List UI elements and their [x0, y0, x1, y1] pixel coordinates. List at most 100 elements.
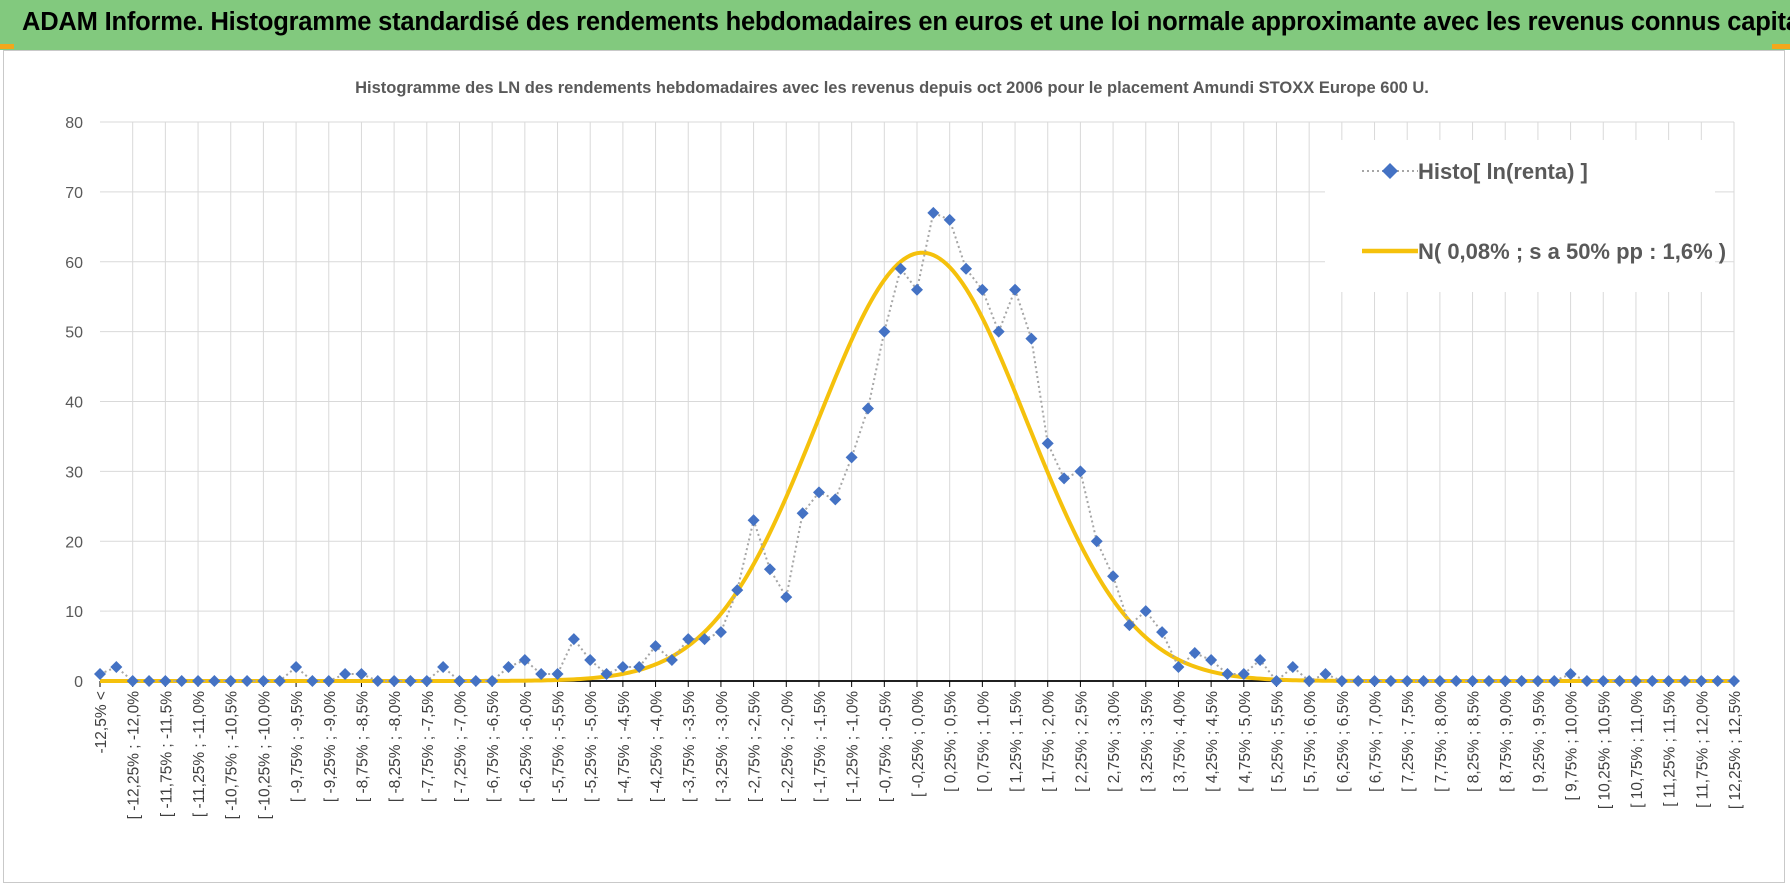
y-tick-label: 60 [65, 255, 83, 272]
histogram-point [224, 675, 237, 687]
x-tick-label: [ 0,75% ; 1,0% [975, 691, 992, 792]
histogram-point [960, 262, 973, 275]
histogram-point [600, 668, 613, 681]
x-tick-label: [ -3,75% ; -3,5% [681, 691, 698, 802]
x-tick-label: [ 2,75% ; 3,0% [1106, 691, 1123, 792]
histogram-point [1711, 675, 1724, 687]
histogram-point [1368, 675, 1381, 687]
histogram-point [1058, 472, 1071, 485]
banner-accent-right [1772, 44, 1790, 49]
x-tick-label: [ -5,75% ; -5,5% [551, 691, 568, 802]
x-tick-label: [ -9,75% ; -9,5% [289, 691, 306, 802]
histogram-point [731, 584, 744, 597]
histogram-point [1319, 668, 1332, 681]
histogram-point [911, 283, 923, 296]
x-tick-label: [ 4,25% ; 4,5% [1204, 691, 1221, 792]
x-tick-label: [ -8,25% ; -8,0% [387, 691, 404, 802]
x-tick-label: [ 10,25% ; 10,5% [1596, 691, 1613, 809]
histogram-point [584, 654, 597, 667]
histogram-point [1352, 675, 1365, 687]
histogram-point [453, 675, 466, 687]
x-tick-label: [ 8,75% ; 9,0% [1498, 691, 1515, 792]
x-tick-label: [ 6,75% ; 7,0% [1368, 691, 1385, 792]
x-tick-label: [ -9,25% ; -9,0% [322, 691, 339, 802]
histogram-point [1401, 675, 1414, 687]
histogram-point [1580, 675, 1593, 687]
x-tick-label: [ -7,25% ; -7,0% [452, 691, 469, 802]
histogram-point [94, 668, 106, 681]
y-tick-label: 70 [65, 185, 83, 202]
histogram-point [241, 675, 254, 687]
x-tick-label: [ 3,25% ; 3,5% [1139, 691, 1156, 792]
x-tick-label: [ -10,75% ; -10,5% [224, 691, 241, 820]
legend-normal-label: N( 0,08% ; s a 50% pp : 1,6% ) [1418, 239, 1726, 264]
x-tick-label: [ -3,25% ; -3,0% [714, 691, 731, 802]
histogram-point [1564, 668, 1577, 681]
histogram-point [616, 661, 629, 674]
x-tick-label: [ 9,25% ; 9,5% [1531, 691, 1548, 792]
histogram-point [1335, 675, 1348, 687]
x-tick-label: [ 8,25% ; 8,5% [1466, 691, 1483, 792]
histogram-point [1107, 570, 1120, 583]
histogram-point [1041, 437, 1054, 450]
legend: Histo[ ln(renta) ] N( 0,08% ; s a 50% pp … [1325, 140, 1726, 292]
x-tick-label: [ 9,75% ; 10,0% [1564, 691, 1581, 801]
histogram-point [1172, 661, 1185, 674]
histogram-point [437, 661, 450, 674]
x-tick-label: [ 4,75% ; 5,0% [1237, 691, 1254, 792]
histogram-point [1433, 675, 1446, 687]
histogram-point [1303, 675, 1316, 687]
x-tick-label: [ -5,25% ; -5,0% [583, 691, 600, 802]
report-title: ADAM Informe. Histogramme standardisé de… [22, 8, 1790, 36]
x-axis: -12,5% < [ -12,25% ; -12,0% [ -11,75% ; -1… [93, 680, 1744, 820]
histogram-point [992, 325, 1005, 338]
histogram-point [1188, 647, 1201, 660]
banner-accent-left [0, 44, 14, 49]
x-tick-label: [ -8,75% ; -8,5% [354, 691, 371, 802]
x-tick-label: [ 1,25% ; 1,5% [1008, 691, 1025, 792]
histogram-point [1270, 675, 1283, 687]
histogram-point [567, 633, 580, 646]
histogram-point [1156, 626, 1169, 639]
x-tick-label: [ 2,25% ; 2,5% [1073, 691, 1090, 792]
histogram-point [796, 507, 809, 520]
histogram-point [1025, 332, 1038, 345]
x-tick-label: [ -1,75% ; -1,5% [812, 691, 829, 802]
y-tick-label: 80 [65, 115, 83, 132]
histogram-point [110, 661, 123, 674]
histogram-point [290, 661, 303, 674]
y-tick-label: 20 [65, 534, 83, 551]
histogram-point [1597, 675, 1610, 687]
histogram-point [502, 661, 515, 674]
x-tick-label: [ 11,75% ; 12,0% [1694, 691, 1711, 808]
legend-histogram-label: Histo[ ln(renta) ] [1418, 159, 1588, 184]
y-tick-label: 50 [65, 325, 83, 342]
x-tick-label: [ 12,25% ; 12,5% [1727, 691, 1744, 809]
histogram-point [878, 325, 891, 338]
histogram-point [665, 654, 678, 667]
histogram-point [518, 654, 531, 667]
histogram-point [1090, 535, 1103, 548]
histogram-point [943, 213, 956, 226]
histogram-point [159, 675, 172, 687]
histogram-point [1646, 675, 1659, 687]
report-banner: ADAM Informe. Histogramme standardisé de… [0, 0, 1790, 50]
x-tick-label: [ -1,25% ; -1,0% [845, 691, 862, 802]
histogram-point [143, 675, 156, 687]
histogram-point [420, 675, 433, 687]
histogram-point [1629, 675, 1642, 687]
plot-series [94, 206, 1740, 687]
histogram-point [1678, 675, 1691, 687]
chart-title: Histogramme des LN des rendements hebdom… [355, 79, 1429, 97]
histogram-point [1205, 654, 1218, 667]
histogram-point [126, 675, 139, 687]
x-tick-label: [ -11,75% ; -11,5% [158, 691, 175, 817]
x-tick-label: [ 10,75% ; 11,0% [1629, 691, 1646, 808]
x-tick-label: [ -0,75% ; -0,5% [877, 691, 894, 802]
histogram-point [551, 668, 564, 681]
histogram-point [1123, 619, 1136, 632]
histogram-point [306, 675, 319, 687]
histogram-point [1221, 668, 1234, 681]
x-tick-label: [ -2,75% ; -2,5% [747, 691, 764, 802]
